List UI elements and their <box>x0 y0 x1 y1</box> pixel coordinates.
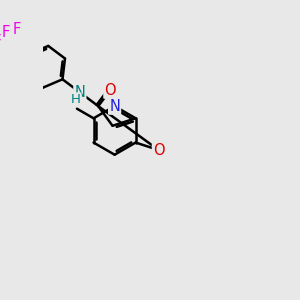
Text: H: H <box>71 93 81 106</box>
Text: F: F <box>2 25 10 40</box>
Text: N: N <box>109 99 120 114</box>
Text: N: N <box>74 85 85 100</box>
Text: O: O <box>153 142 164 158</box>
Text: F: F <box>12 22 20 37</box>
Text: F: F <box>0 34 5 49</box>
Text: O: O <box>104 83 116 98</box>
